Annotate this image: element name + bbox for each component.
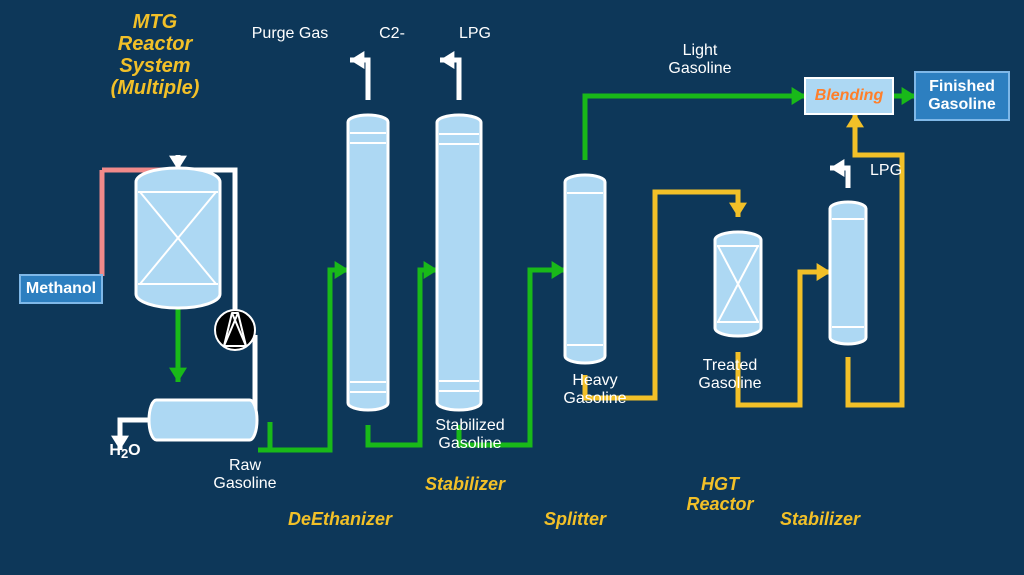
stabilizer-column [437, 115, 481, 410]
purge-gas-label: Purge Gas [252, 25, 328, 42]
lpg-label: LPG [459, 25, 491, 42]
light-gasoline-label: Gasoline [668, 60, 731, 77]
mtg-title: (Multiple) [111, 77, 200, 99]
methanol-box-label: Methanol [26, 280, 96, 297]
methanol-box: Methanol [20, 275, 102, 303]
separator-vessel [149, 400, 257, 440]
heavy-gasoline-label: Heavy [572, 372, 617, 389]
deethanizer-column [348, 115, 388, 410]
splitter-column [565, 175, 605, 363]
mtg-title: MTG [133, 11, 177, 33]
stabilizer-label: Stabilizer [425, 474, 506, 494]
raw-gasoline-label: Gasoline [213, 475, 276, 492]
stabilizer2-label: Stabilizer [780, 509, 861, 529]
stabilized-gasoline-label: Stabilized [435, 417, 504, 434]
blending-box: Blending [805, 78, 893, 114]
heavy-gasoline-label: Gasoline [563, 390, 626, 407]
stabilizer2-column [830, 202, 866, 344]
finished-box: FinishedGasoline [915, 72, 1009, 120]
c2-label: C2- [379, 25, 405, 42]
pump-icon [215, 310, 255, 350]
reactor-vessel [136, 168, 220, 308]
finished-box-label: Gasoline [928, 96, 996, 113]
hgt-reactor-label: Reactor [686, 494, 754, 514]
finished-box-label: Finished [929, 78, 995, 95]
light-gasoline-label: Light [683, 42, 718, 59]
treated-gasoline-label: Gasoline [698, 375, 761, 392]
lpg2-label: LPG [870, 162, 902, 179]
blending-box-label: Blending [815, 87, 884, 104]
hgt-reactor [715, 232, 761, 336]
raw-gasoline-label: Raw [229, 457, 261, 474]
stabilized-gasoline-label: Gasoline [438, 435, 501, 452]
deethanizer-label: DeEthanizer [288, 509, 393, 529]
hgt-reactor-label: HGT [701, 474, 741, 494]
mtg-title: Reactor [118, 33, 194, 55]
splitter-label: Splitter [544, 509, 607, 529]
mtg-title: System [119, 55, 190, 77]
treated-gasoline-label: Treated [703, 357, 758, 374]
